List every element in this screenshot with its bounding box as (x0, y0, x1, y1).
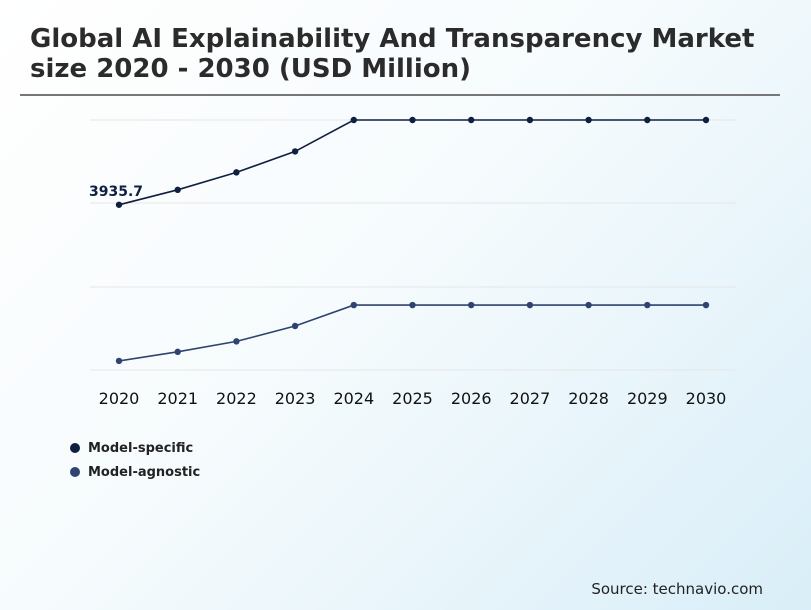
series-2-point-2023 (291, 322, 299, 330)
series-2-point-2025 (409, 301, 416, 309)
series-1-point-2027 (526, 116, 534, 124)
x-tick-label-2023: 2023 (275, 389, 316, 408)
legend-marker-1 (70, 443, 80, 453)
legend: Model-specific Model-agnostic (70, 436, 200, 484)
x-tick-label-2021: 2021 (157, 389, 198, 408)
source-note: Source: technavio.com (591, 580, 763, 598)
legend-marker-2 (70, 467, 80, 477)
series-1-point-2026 (468, 116, 475, 124)
series-2-point-2026 (468, 301, 475, 309)
series-1-point-2020 (115, 201, 123, 208)
chart-title: Global AI Explainability And Transparenc… (30, 24, 811, 84)
series-2-point-2024 (350, 301, 357, 309)
series-1-point-2028 (585, 116, 592, 124)
x-tick-label-2025: 2025 (392, 389, 433, 408)
x-tick-label-2030: 2030 (686, 389, 727, 408)
title-divider (20, 94, 780, 96)
series-2-point-2027 (526, 301, 534, 309)
x-tick-label-2027: 2027 (510, 389, 551, 408)
chart-title-line2: size 2020 - 2030 (USD Million) (30, 54, 472, 84)
x-tick-label-2024: 2024 (333, 389, 374, 408)
series-1-point-2023 (291, 148, 299, 155)
series-line-2 (118, 304, 706, 362)
legend-label-1: Model-specific (88, 440, 194, 456)
x-tick-label-2020: 2020 (99, 389, 140, 408)
series-1-point-2021 (174, 186, 181, 194)
legend-item-1: Model-specific (70, 436, 200, 460)
series-2-point-2020 (115, 357, 123, 365)
chart-title-line1: Global AI Explainability And Transparenc… (30, 24, 755, 54)
series-2-point-2028 (585, 301, 592, 309)
series-1-point-2022 (233, 169, 240, 176)
x-tick-label-2026: 2026 (451, 389, 492, 408)
x-tick-label-2022: 2022 (216, 389, 257, 408)
series-2-point-2029 (644, 301, 651, 309)
legend-label-2: Model-agnostic (88, 464, 201, 480)
series-1-point-2030 (702, 116, 710, 124)
series-2-point-2022 (233, 338, 240, 345)
series-2-point-2021 (174, 348, 181, 356)
x-tick-label-2028: 2028 (568, 389, 609, 408)
legend-item-2: Model-agnostic (70, 460, 200, 484)
series-1-point-2024 (350, 116, 357, 124)
series-1-point-2025 (409, 116, 416, 124)
series-line-1 (118, 119, 706, 206)
series-1-point-2029 (644, 116, 651, 124)
data-label-2020: 3935.7 (89, 184, 143, 200)
series-2-point-2030 (702, 301, 710, 309)
x-tick-label-2029: 2029 (627, 389, 668, 408)
